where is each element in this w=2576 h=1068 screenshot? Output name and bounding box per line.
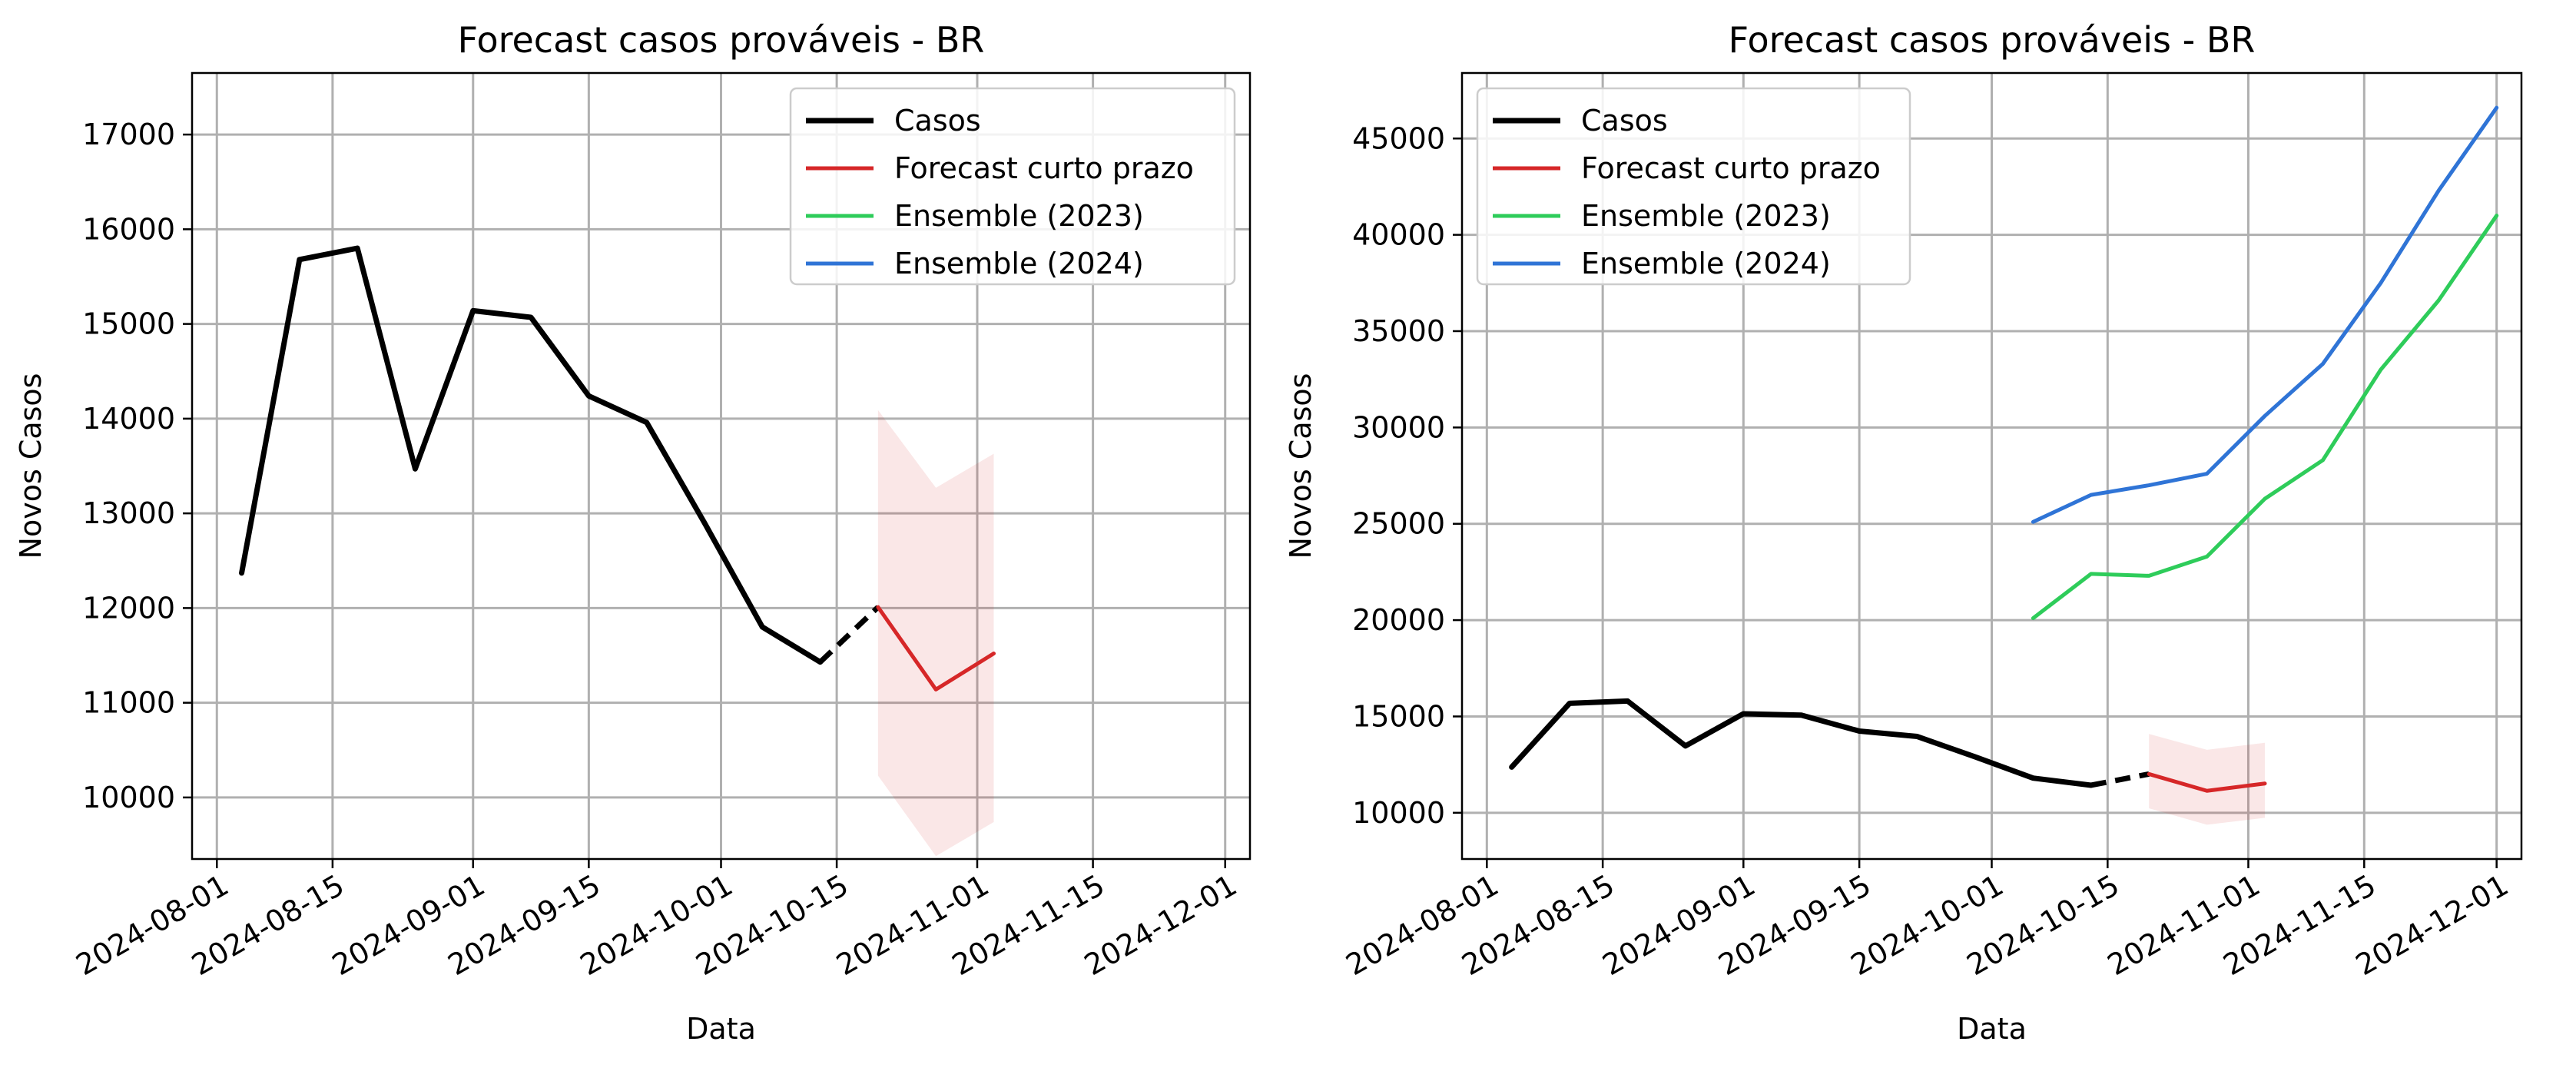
legend-label: Ensemble (2024) [894, 247, 1144, 280]
y-tick-label: 17000 [82, 118, 175, 151]
y-tick-label: 25000 [1352, 507, 1445, 541]
y-axis-label: Novos Casos [1284, 373, 1318, 559]
legend-label: Casos [894, 104, 981, 138]
chart-title: Forecast casos prováveis - BR [458, 19, 985, 61]
y-tick-label: 30000 [1352, 410, 1445, 444]
legend-label: Ensemble (2023) [894, 199, 1144, 233]
y-tick-label: 40000 [1352, 218, 1445, 252]
y-tick-label: 10000 [82, 781, 175, 814]
y-axis-label: Novos Casos [14, 373, 48, 559]
x-axis-label: Data [1957, 1012, 2027, 1046]
y-tick-label: 14000 [82, 402, 175, 436]
legend-label: Ensemble (2024) [1581, 247, 1831, 280]
y-tick-label: 12000 [82, 591, 175, 625]
legend-label: Forecast curto prazo [894, 151, 1194, 185]
chart-title: Forecast casos prováveis - BR [1729, 19, 2256, 61]
legend: Casos Forecast curto prazo Ensemble (2023)… [1477, 88, 1910, 284]
y-tick-label: 16000 [82, 212, 175, 246]
y-tick-label: 15000 [1352, 699, 1445, 733]
y-tick-label: 35000 [1352, 314, 1445, 348]
y-tick-label: 45000 [1352, 121, 1445, 155]
x-axis-label: Data [686, 1012, 756, 1046]
y-tick-label: 20000 [1352, 603, 1445, 637]
legend-label: Casos [1581, 104, 1668, 138]
y-tick-label: 13000 [82, 496, 175, 530]
y-tick-label: 11000 [82, 686, 175, 720]
legend-label: Forecast curto prazo [1581, 151, 1881, 185]
legend-label: Ensemble (2023) [1581, 199, 1831, 233]
legend: Casos Forecast curto prazo Ensemble (2023)… [791, 88, 1235, 284]
y-tick-label: 10000 [1352, 796, 1445, 830]
y-tick-label: 15000 [82, 307, 175, 341]
